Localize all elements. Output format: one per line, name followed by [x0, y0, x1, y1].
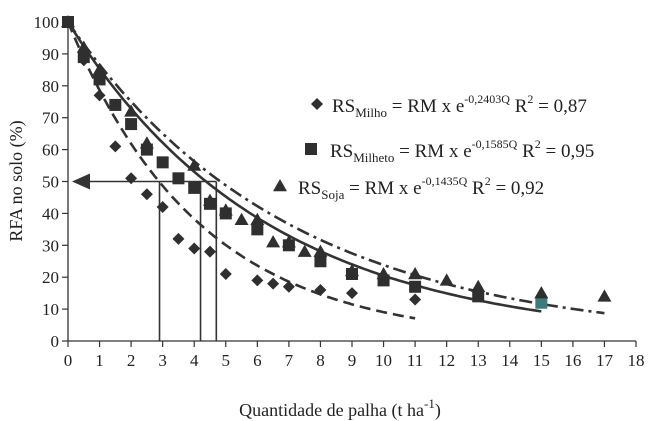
x-tick-label: 15 [533, 351, 550, 370]
y-tick-label: 50 [42, 173, 59, 192]
point-square [93, 73, 106, 86]
point-diamond [346, 287, 358, 300]
point-triangle [376, 267, 391, 280]
y-tick-label: 40 [42, 204, 59, 223]
x-tick-label: 0 [64, 351, 73, 370]
point-diamond [251, 274, 264, 287]
point-triangle [234, 212, 249, 226]
point-square [535, 296, 548, 309]
point-diamond [219, 268, 232, 281]
point-diamond [93, 89, 106, 102]
point-diamond [140, 188, 153, 201]
half-life-guides [72, 173, 218, 341]
point-triangle [597, 289, 612, 302]
point-triangle [61, 15, 75, 28]
point-diamond [282, 280, 295, 293]
point-square [188, 181, 201, 194]
data-points [61, 15, 612, 309]
x-tick-label: 6 [253, 351, 262, 370]
point-triangle [250, 212, 265, 226]
point-triangle [439, 273, 454, 286]
point-square [314, 255, 327, 268]
point-diamond [204, 245, 216, 258]
x-tick-label: 4 [190, 351, 199, 370]
point-diamond [188, 242, 201, 255]
point-triangle [471, 279, 486, 293]
y-tick-label: 10 [42, 300, 59, 319]
legend-entry-text: RSMilho = RM x e-0,2403Q R2 = 0,87 [332, 92, 587, 120]
point-diamond [311, 98, 323, 110]
point-triangle [281, 235, 296, 248]
x-tick-label: 5 [222, 351, 231, 370]
legend: RSMilho = RM x e-0,2403Q R2 = 0,87 RSMilh… [273, 92, 594, 202]
axes: 0 1 2 3 4 5 6 7 8 9 10 11 12 13 14 15 16 17 18010203040506… [34, 13, 645, 370]
point-square [409, 280, 422, 293]
point-triangle [408, 267, 423, 280]
point-triangle [139, 136, 154, 149]
point-square [77, 51, 90, 64]
x-tick-label: 17 [596, 351, 614, 370]
point-square [251, 223, 264, 236]
x-tick-label: 3 [158, 351, 167, 370]
y-tick-label: 20 [42, 268, 59, 287]
point-diamond [156, 201, 169, 214]
point-triangle [218, 203, 233, 216]
x-axis-title: Quantidade de palha (t ha-1) [239, 396, 441, 421]
point-square [472, 290, 485, 303]
point-triangle [534, 286, 549, 299]
x-tick-label: 18 [628, 351, 645, 370]
fit-curve-square [66, 21, 542, 313]
legend-entry-text: RSMilheto = RM x e-0,1585Q R2 = 0,95 [330, 137, 594, 165]
point-square [172, 172, 185, 185]
point-triangle [124, 104, 139, 117]
x-tick-label: 9 [348, 351, 357, 370]
x-tick-label: 10 [375, 351, 392, 370]
y-tick-label: 100 [34, 13, 60, 32]
x-tick-label: 12 [438, 351, 455, 370]
fit-curve-triangle [66, 21, 605, 315]
y-tick-label: 80 [42, 77, 59, 96]
y-tick-label: 30 [42, 236, 59, 255]
legend-entry-text: RSSoja = RM x e-0,1435Q R2 = 0,92 [298, 174, 544, 202]
x-tick-label: 2 [127, 351, 136, 370]
point-triangle [203, 193, 217, 206]
point-triangle [297, 244, 312, 257]
point-triangle [273, 179, 287, 192]
point-triangle [187, 158, 202, 171]
y-axis-title: RFA no solo (%) [6, 120, 27, 241]
point-square [109, 98, 122, 111]
x-tick-label: 16 [564, 351, 581, 370]
guide-arrowhead [72, 173, 90, 190]
x-tick-label: 11 [407, 351, 423, 370]
point-square [305, 143, 317, 155]
point-square [125, 118, 138, 131]
point-diamond [267, 277, 280, 290]
x-tick-label: 13 [470, 351, 487, 370]
y-tick-label: 90 [42, 45, 59, 64]
y-tick-label: 60 [42, 141, 59, 160]
fit-curves [66, 21, 605, 320]
x-tick-label: 14 [501, 351, 519, 370]
point-diamond [314, 283, 327, 296]
point-triangle [76, 40, 91, 53]
y-tick-label: 0 [51, 332, 60, 351]
point-diamond [109, 140, 122, 153]
point-triangle [92, 62, 107, 76]
point-diamond [172, 232, 185, 245]
x-tick-label: 8 [316, 351, 325, 370]
x-tick-label: 7 [285, 351, 294, 370]
point-triangle [313, 244, 328, 257]
point-square [156, 156, 169, 169]
fit-curve-diamond [66, 21, 416, 320]
point-diamond [125, 172, 138, 185]
point-triangle [345, 263, 359, 277]
point-triangle [266, 235, 281, 248]
point-diamond [409, 293, 422, 306]
x-tick-label: 1 [95, 351, 104, 370]
y-tick-label: 70 [42, 109, 59, 128]
